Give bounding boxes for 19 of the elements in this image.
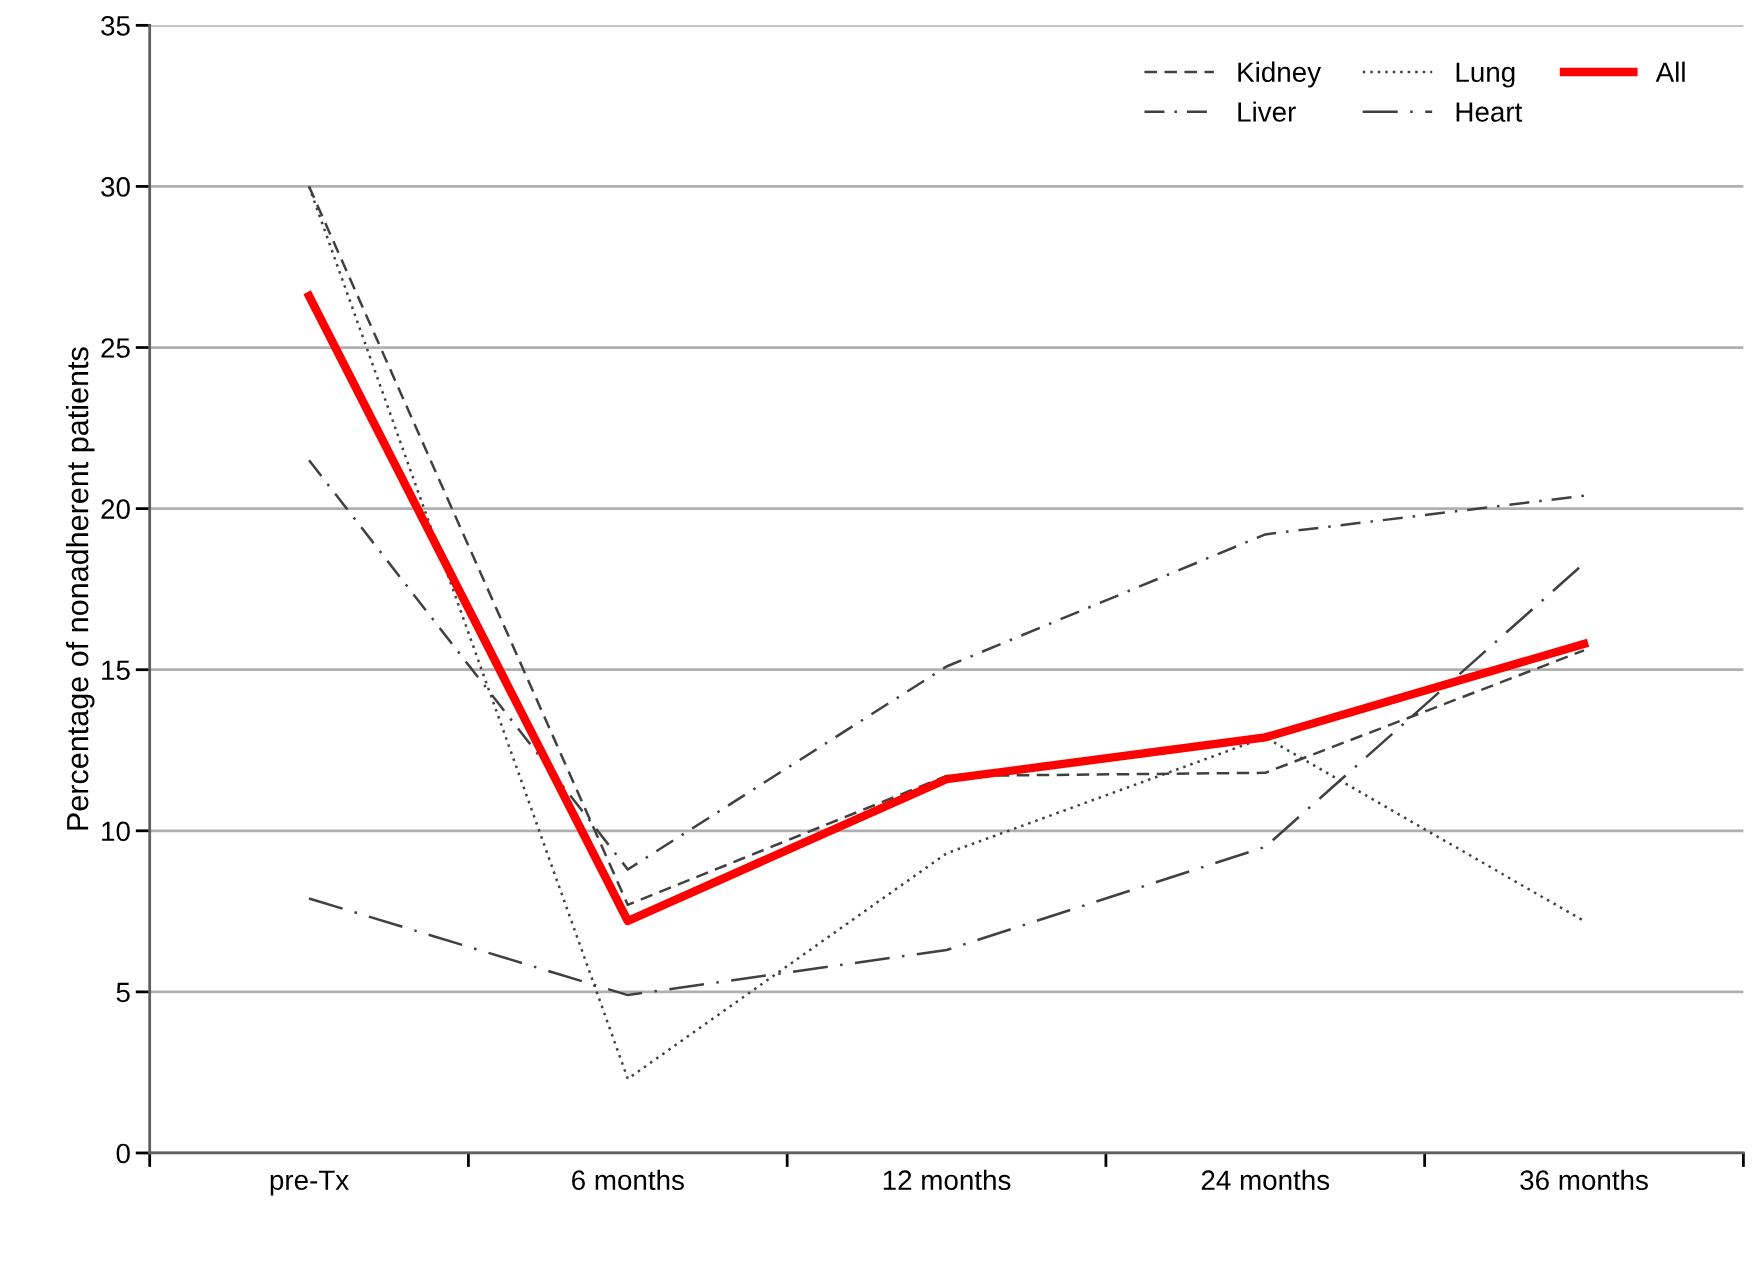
y-tick-label: 5 [116, 982, 130, 1003]
x-tick-label: 6 months [572, 1169, 684, 1191]
legend-label: Lung [1456, 62, 1515, 88]
legend-label: Heart [1456, 102, 1523, 122]
y-tick-label: 10 [102, 821, 130, 842]
y-tick-label: 35 [101, 16, 130, 36]
y-tick-label: 0 [116, 1143, 130, 1164]
y-tick-label: 30 [101, 177, 130, 197]
y-tick-label: 20 [101, 499, 130, 519]
legend-label: Liver [1238, 101, 1296, 122]
x-tick-label: 24 months [1201, 1169, 1330, 1191]
y-tick-label: 25 [101, 338, 130, 358]
y-tick-label: 15 [102, 660, 130, 681]
legend-label: All [1655, 61, 1685, 82]
y-axis-title: Percentage of nonadherent patients [66, 347, 95, 830]
legend-label: Kidney [1238, 61, 1322, 88]
x-tick-label: 36 months [1520, 1169, 1648, 1191]
x-tick-label: pre-Tx [270, 1170, 349, 1196]
x-tick-label: 12 months [883, 1169, 1011, 1191]
